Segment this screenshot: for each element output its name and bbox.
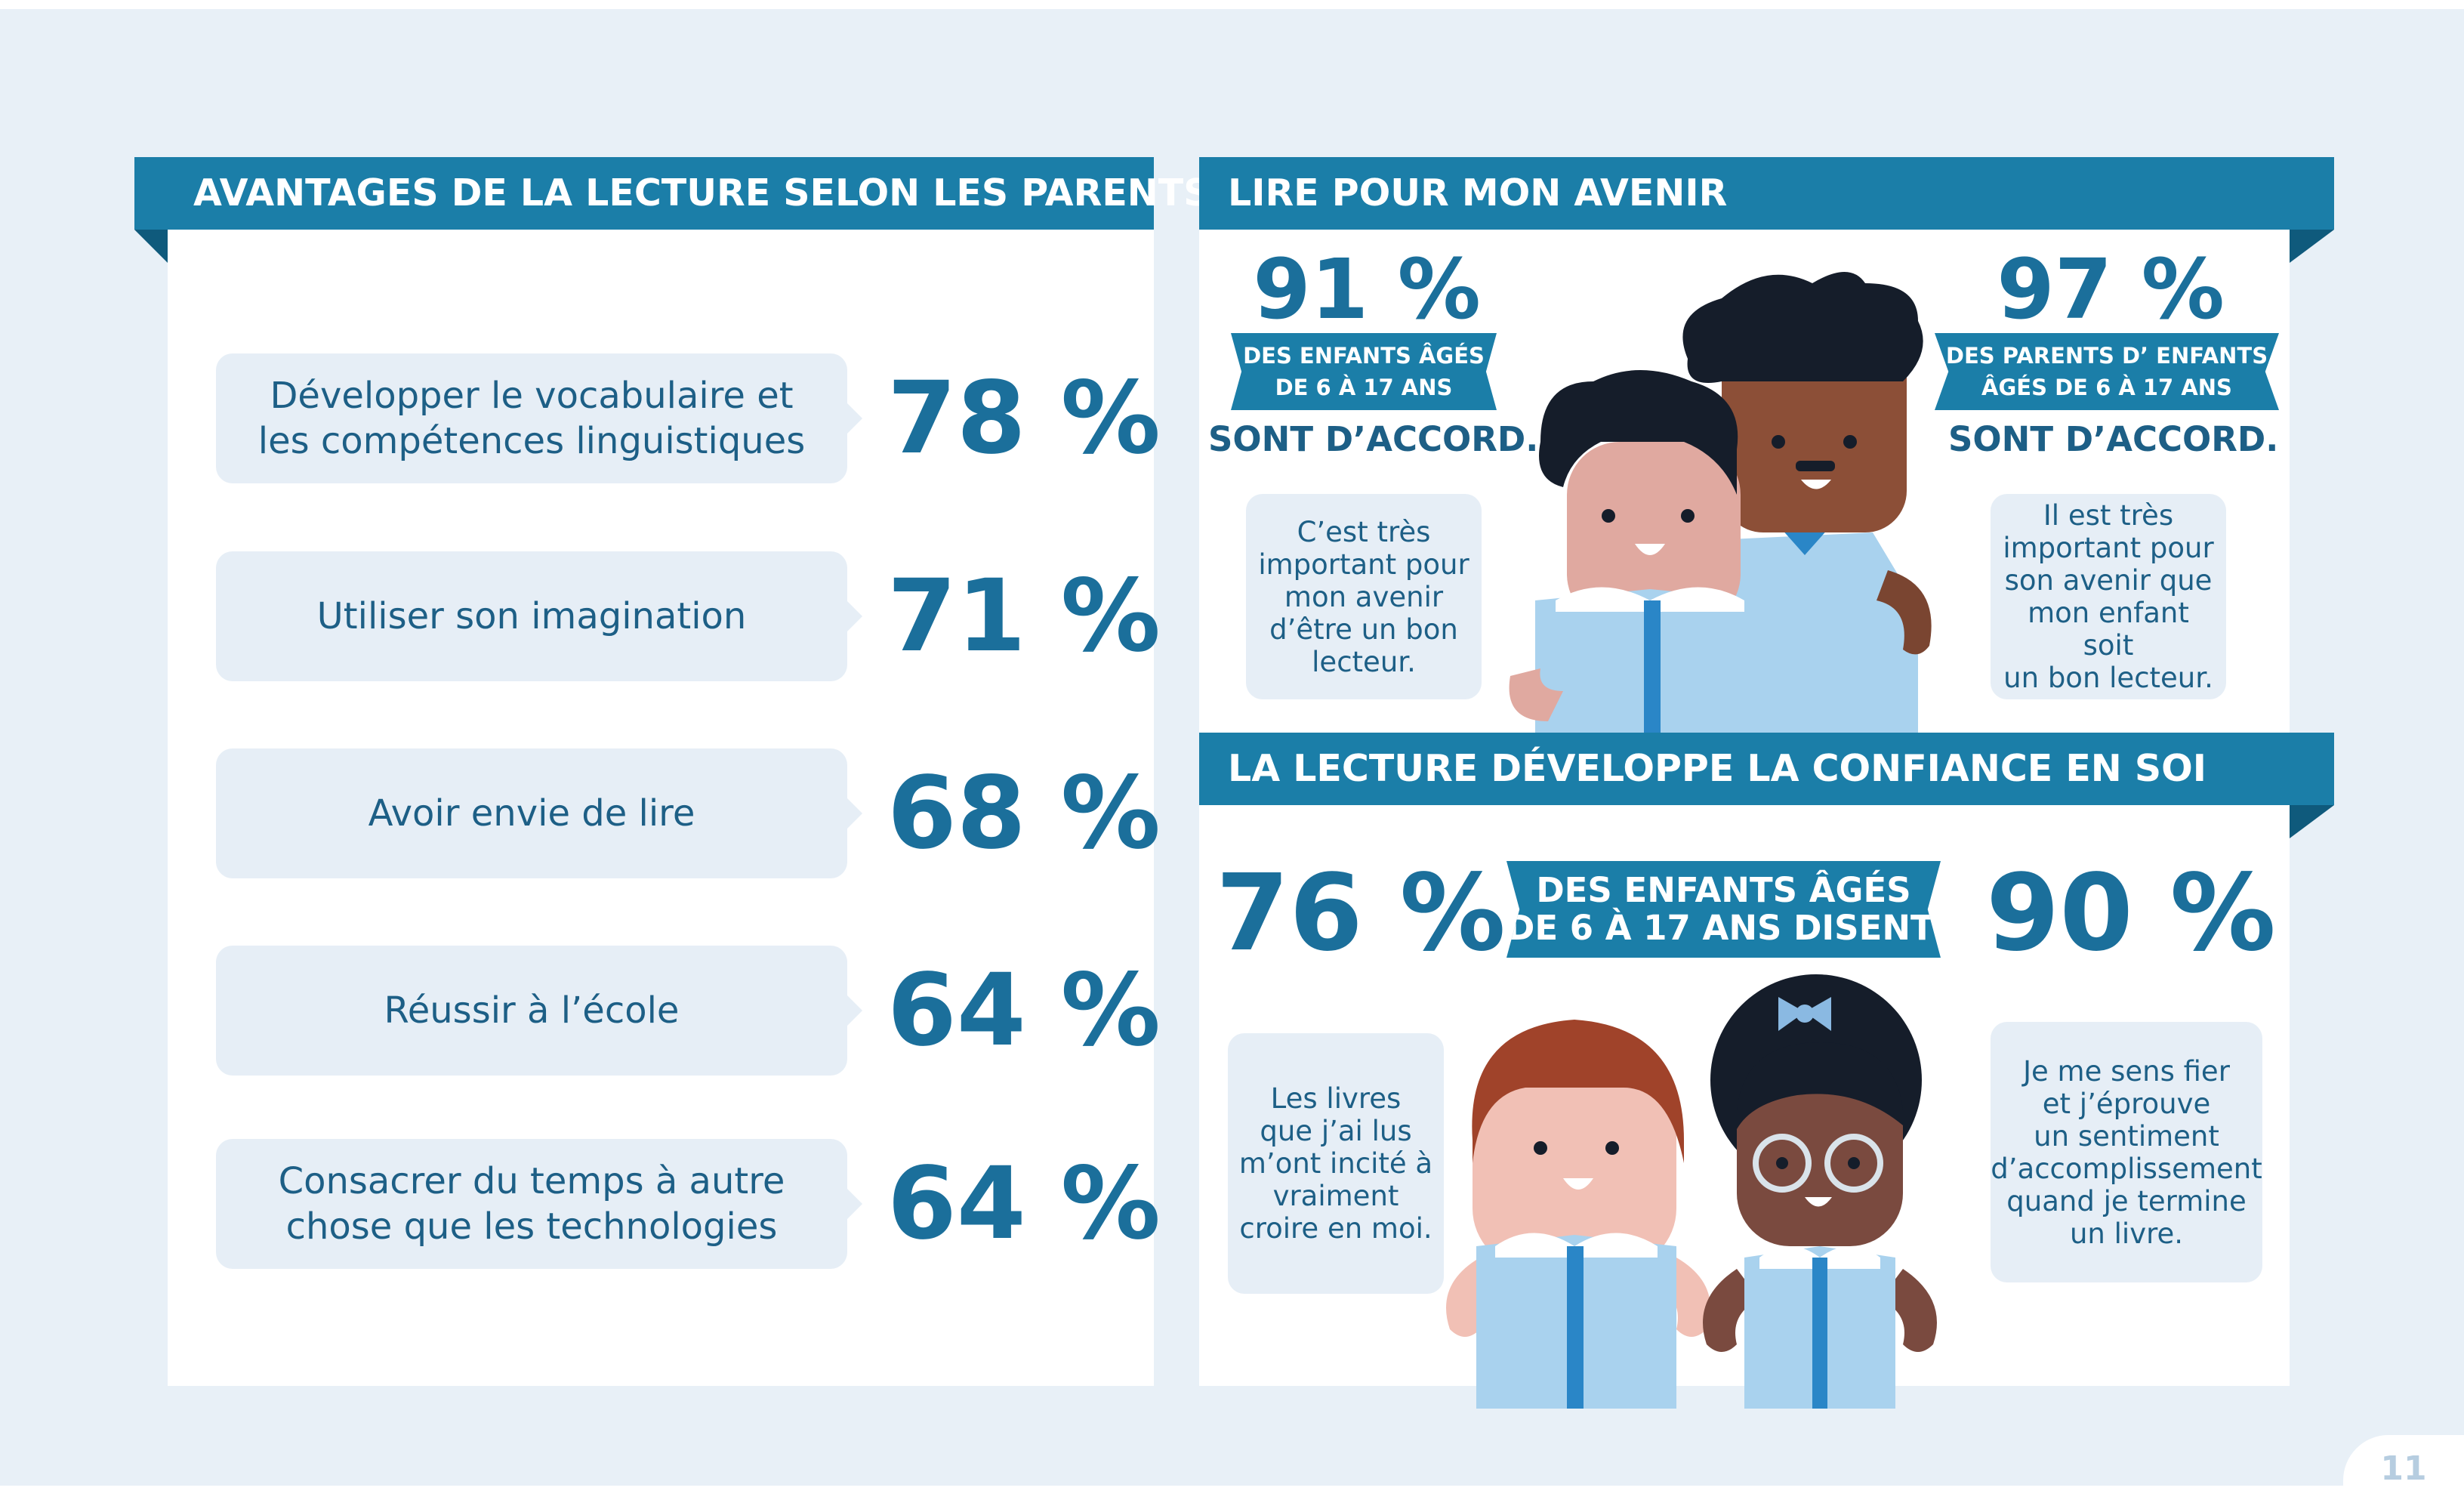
page-number: 11 [2343, 1435, 2464, 1495]
quote-line: important pour [1258, 548, 1469, 581]
banner-fold [2290, 805, 2334, 838]
quote-line: un bon lecteur. [2003, 662, 2213, 694]
tag-line: DE 6 À 17 ANS DISENT : [1506, 908, 1960, 948]
quote-line: que j’ai lus [1260, 1115, 1412, 1147]
confidence-title: LA LECTURE DÉVELOPPE LA CONFIANCE EN SOI [1199, 733, 2334, 805]
parents-tag: DES PARENTS D’ ENFANTS ÂGÉS DE 6 À 17 AN… [1935, 333, 2279, 410]
confidence-tag: DES ENFANTS ÂGÉS DE 6 À 17 ANS DISENT : [1506, 861, 1941, 958]
confidence-right-percent: 90 % [1986, 852, 2276, 975]
quote-line: un sentiment [2034, 1119, 2219, 1153]
quote-line: quand je termine [2006, 1184, 2247, 1218]
parents-agree-label: SONT D’ACCORD. [1948, 419, 2279, 459]
future-title: LIRE POUR MON AVENIR [1199, 157, 2334, 230]
tag-line: DE 6 À 17 ANS [1275, 375, 1453, 400]
bubble-tail [847, 403, 862, 434]
bubble-tail [847, 995, 862, 1026]
quote-line: important pour [2003, 532, 2214, 564]
benefit-row-1: Développer le vocabulaire et les compéte… [216, 353, 862, 483]
bubble-tail [847, 798, 862, 829]
child-quote-bubble: C’est très important pour mon avenir d’ê… [1246, 494, 1482, 699]
benefit-label: Développer le vocabulaire et les compéte… [258, 375, 806, 462]
banner-fold [134, 230, 168, 263]
benefit-label: Utiliser son imagination [316, 595, 747, 637]
tag-line: ÂGÉS DE 6 À 17 ANS [1981, 375, 2232, 400]
quote-line: croire en moi. [1239, 1212, 1432, 1245]
tag-line: DES ENFANTS ÂGÉS [1243, 343, 1485, 369]
benefit-label: Avoir envie de lire [368, 792, 695, 835]
benefit-percent: 64 % [887, 1146, 1161, 1262]
tag-line: DES ENFANTS ÂGÉS [1536, 870, 1911, 910]
quote-line: Il est très [2043, 499, 2174, 532]
parent-quote-bubble: Il est très important pour son avenir qu… [1991, 494, 2226, 699]
benefit-row-2: Utiliser son imagination [216, 551, 862, 681]
quote-line: mon avenir [1284, 580, 1444, 613]
benefit-label: Consacrer du temps à autre chose que les… [278, 1160, 785, 1248]
girl-figure [1703, 974, 1937, 1409]
children-tag: DES ENFANTS ÂGÉS DE 6 À 17 ANS [1231, 333, 1497, 410]
quote-line: Les livres [1270, 1082, 1402, 1115]
quote-line: un livre. [2069, 1217, 2184, 1250]
benefit-percent: 64 % [887, 952, 1161, 1069]
child-and-parent-reading-illustration [1509, 272, 1932, 733]
confidence-left-percent: 76 % [1216, 852, 1506, 975]
benefit-row-5: Consacrer du temps à autre chose que les… [216, 1139, 862, 1269]
confidence-left-quote: Les livres que j’ai lus m’ont incité à v… [1228, 1033, 1444, 1294]
bubble-tail [847, 1189, 862, 1219]
boy-figure [1446, 1020, 1710, 1409]
quote-line: et j’éprouve [2042, 1087, 2211, 1120]
quote-line: C’est très [1297, 515, 1431, 548]
benefit-row-4: Réussir à l’école [216, 946, 862, 1076]
benefit-percent: 71 % [887, 558, 1161, 674]
benefit-label: Réussir à l’école [384, 989, 680, 1032]
benefit-row-3: Avoir envie de lire [216, 748, 862, 878]
benefits-title: AVANTAGES DE LA LECTURE SELON LES PARENT… [134, 157, 1210, 230]
parents-agree-percent: 97 % [1997, 241, 2225, 338]
quote-line: d’accomplissement [1991, 1152, 2262, 1185]
children-agree-percent: 91 % [1253, 241, 1481, 338]
banner-fold [2290, 230, 2334, 263]
bubble-tail [847, 601, 862, 631]
quote-line: d’être un bon [1269, 613, 1458, 646]
children-agree-label: SONT D’ACCORD. [1208, 419, 1539, 459]
quote-line: lecteur. [1312, 645, 1416, 678]
quote-line: Je me sens fier [2023, 1054, 2230, 1088]
quote-line: m’ont incité à [1238, 1147, 1433, 1180]
quote-line: son avenir que [2004, 564, 2213, 597]
tag-line: DES PARENTS D’ ENFANTS [1945, 343, 2268, 369]
child-figure [1509, 370, 1767, 733]
confidence-right-quote: Je me sens fier et j’éprouve un sentimen… [1991, 1022, 2262, 1282]
two-children-reading-illustration [1446, 974, 1937, 1409]
benefit-percent: 68 % [887, 755, 1161, 872]
benefit-percent: 78 % [887, 360, 1161, 477]
quote-line: mon enfant soit [2028, 597, 2189, 662]
quote-line: vraiment [1272, 1180, 1399, 1212]
